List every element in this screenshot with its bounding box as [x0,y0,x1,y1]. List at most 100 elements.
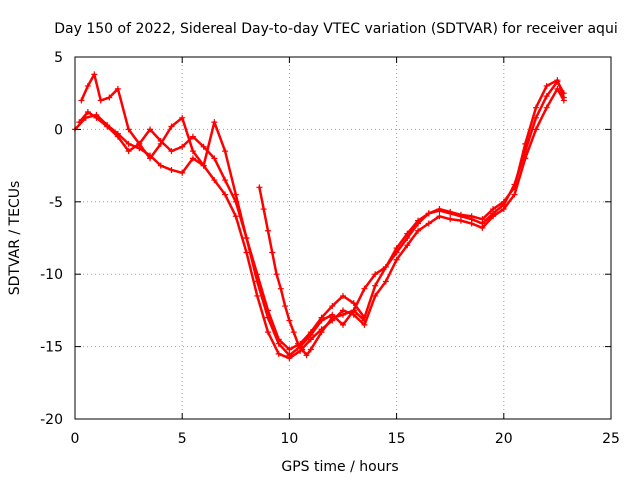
data-point-marker [361,285,368,292]
data-point-marker [372,282,379,289]
data-point-marker [76,119,83,126]
data-point-marker [447,216,454,223]
series-track-3 [78,71,567,359]
y-tick-label: 0 [54,122,63,138]
data-point-marker [277,285,284,292]
data-point-marker [490,206,497,213]
x-tick-label: 15 [388,431,406,447]
data-point-marker [106,94,113,101]
series-track-4 [256,184,368,359]
data-point-marker [232,191,239,198]
x-tick-label: 20 [495,431,513,447]
data-point-marker [340,292,346,299]
data-point-marker [264,314,271,321]
y-tick-label: -20 [40,412,63,428]
y-tick-label: -10 [40,267,63,283]
y-tick-labels: 5 0 -5 -10 -15 -20 [40,50,63,428]
data-point-marker [232,213,239,220]
data-point-marker [303,352,310,359]
data-point-marker [200,162,207,169]
data-point-marker [404,235,411,241]
data-point-marker [114,133,121,140]
data-point-marker [84,82,91,89]
x-tick-label: 0 [71,431,80,447]
chart-title: Day 150 of 2022, Sidereal Day-to-day VTE… [54,21,617,37]
data-point-marker [511,191,518,198]
data-point-marker [179,114,186,121]
data-point-marker [340,311,346,318]
data-point-marker [340,321,346,328]
data-point-marker [543,93,550,100]
data-series [72,71,567,362]
x-tick-label: 25 [602,431,620,447]
data-point-marker [211,177,218,184]
x-tick-labels: 0 5 10 15 20 25 [71,431,620,447]
data-point-marker [189,155,196,162]
x-tick-label: 10 [280,431,298,447]
data-point-marker [307,346,314,353]
data-point-marker [404,242,411,249]
data-point-marker [447,208,454,215]
plot-frame [74,56,612,420]
data-point-marker [189,148,196,155]
data-point-marker [264,227,271,234]
data-point-marker [211,119,218,126]
data-point-marker [286,317,293,324]
data-point-marker [294,340,301,347]
data-point-marker [243,249,250,256]
data-point-marker [168,148,175,155]
x-tick-label: 5 [178,431,187,447]
data-point-marker [200,143,207,150]
data-point-marker [560,94,567,101]
data-point-marker [269,249,276,256]
data-point-marker [372,271,379,278]
data-point-marker [157,140,164,147]
data-point-marker [350,307,357,314]
data-point-marker [318,329,325,336]
y-tick-label: -5 [49,195,63,211]
data-point-marker [479,216,486,223]
x-axis-label: GPS time / hours [281,459,398,475]
data-point-marker [222,191,229,198]
data-point-marker [511,184,518,191]
data-point-marker [307,332,314,339]
data-point-marker [211,155,218,162]
data-point-marker [125,148,132,155]
data-point-marker [522,140,529,147]
data-point-marker [554,77,561,84]
data-point-marker [436,206,443,213]
data-point-marker [104,123,111,130]
data-point-marker [254,292,261,299]
y-tick-label: -15 [40,340,63,356]
data-point-marker [222,177,229,184]
data-point-marker [543,104,550,111]
data-point-marker [436,213,443,220]
data-point-marker [256,184,263,191]
data-point-marker [84,109,91,116]
data-point-marker [543,82,550,89]
data-point-marker [350,300,357,307]
data-point-marker [114,85,121,92]
data-point-marker [290,329,297,336]
data-point-marker [500,198,507,205]
data-point-marker [393,256,400,263]
data-point-marker [254,278,261,285]
data-point-marker [286,346,293,353]
data-point-marker [243,235,250,241]
data-point-marker [329,303,336,310]
data-point-marker [125,140,132,147]
data-point-marker [222,148,229,155]
gridlines [75,57,611,419]
data-point-marker [318,317,325,324]
data-point-marker [147,126,154,133]
data-point-marker [97,97,104,104]
data-point-marker [468,213,475,220]
tick-marks [74,56,612,420]
data-point-marker [157,162,164,169]
data-point-marker [125,126,132,133]
data-point-marker [372,292,379,299]
series-line [80,73,566,357]
data-point-marker [93,114,100,121]
